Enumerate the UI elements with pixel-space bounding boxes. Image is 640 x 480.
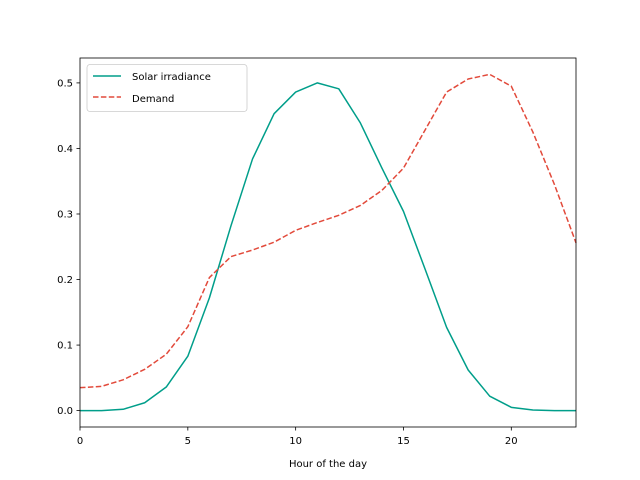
plot-frame — [79, 57, 577, 428]
y-axis-ticks: 0.0 0.1 0.2 0.3 0.4 0.5 — [57, 78, 80, 417]
plot-area-background — [80, 58, 576, 427]
y-tick-label: 0.0 — [57, 406, 73, 417]
y-tick-label: 0.4 — [57, 144, 73, 155]
y-tick-label: 0.3 — [57, 209, 73, 220]
series-line-demand — [79, 73, 577, 389]
legend: Solar irradiance Demand — [86, 64, 248, 112]
x-tick-label: 15 — [397, 436, 410, 447]
legend-label-solar-irradiance: Solar irradiance — [132, 72, 211, 83]
y-tick-label: 0.5 — [57, 78, 73, 89]
series-line-solar-irradiance — [80, 82, 576, 412]
series-layer — [79, 73, 577, 412]
y-tick-label: 0.2 — [57, 275, 73, 286]
x-tick-label: 20 — [505, 436, 518, 447]
x-tick-label: 10 — [289, 436, 302, 447]
legend-frame — [86, 64, 248, 112]
x-tick-label: 0 — [77, 436, 83, 447]
y-tick-label: 0.1 — [57, 341, 73, 352]
x-tick-label: 5 — [185, 436, 191, 447]
legend-label-demand: Demand — [132, 94, 174, 105]
x-axis-ticks: 0 5 10 15 20 — [77, 427, 518, 447]
x-axis-title: Hour of the day — [289, 459, 367, 470]
